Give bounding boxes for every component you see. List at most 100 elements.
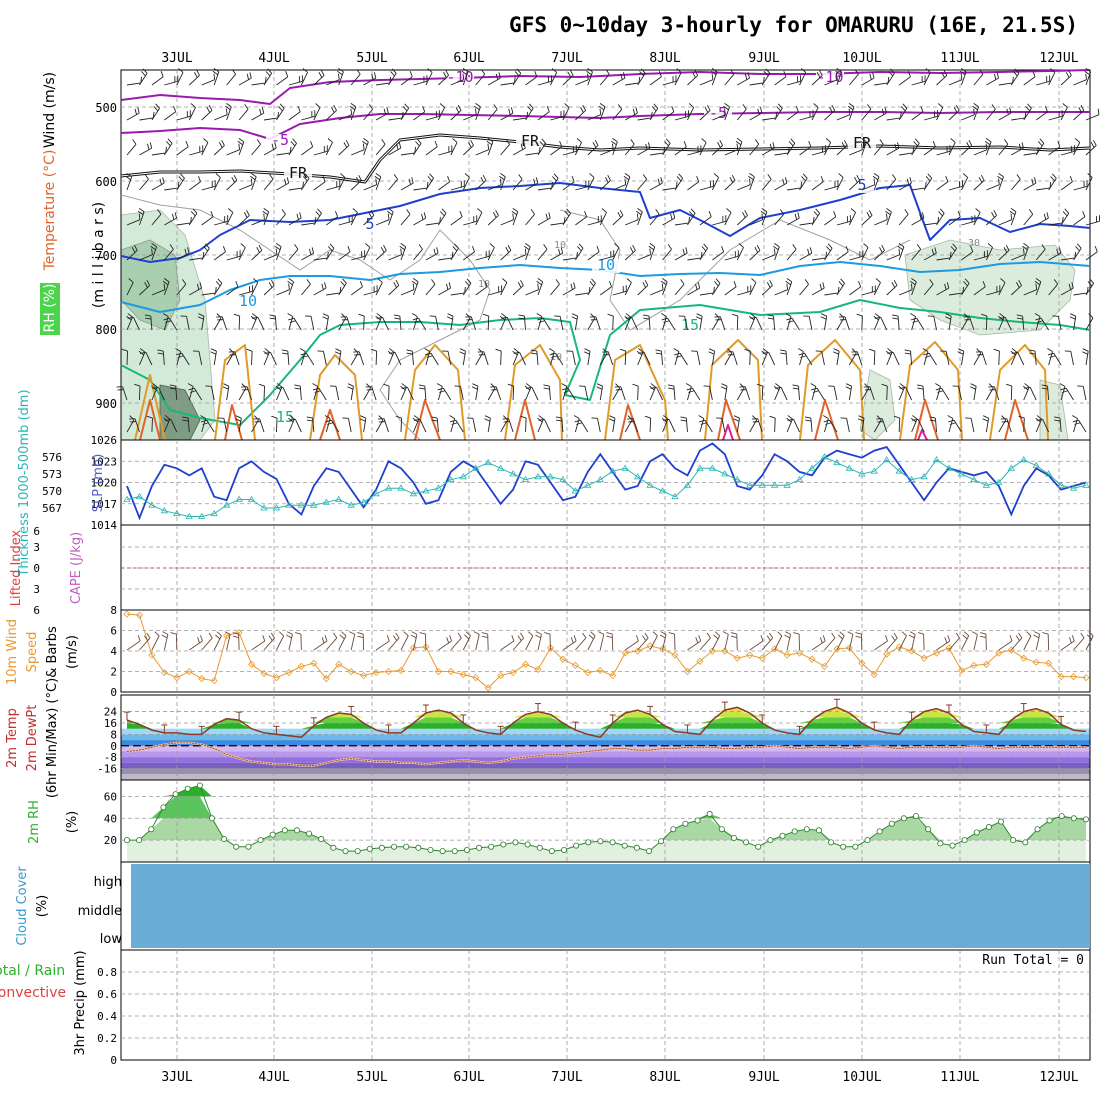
wind-barb — [721, 418, 726, 433]
rh-point — [1070, 815, 1077, 822]
wind-barb — [223, 418, 228, 433]
wind-barb — [998, 82, 1013, 86]
wind-barb-feather — [528, 103, 534, 109]
wind-barb — [724, 74, 735, 86]
wind-barb-feather — [779, 209, 785, 215]
pressure-tick-label: 500 — [95, 101, 117, 115]
wind-barb-feather — [224, 631, 231, 635]
wind-barb-feather — [200, 415, 206, 419]
wind-barb-feather — [345, 139, 350, 146]
wind-barb — [487, 215, 499, 226]
wind-barb-feather — [539, 141, 545, 147]
wind-barb-feather — [898, 248, 901, 255]
wind-barb-feather — [607, 313, 614, 317]
wind-barb-feather — [324, 415, 331, 419]
isotherm-line — [120, 299, 1091, 426]
wind-barb-feather — [872, 72, 875, 79]
wind-barb-feather — [650, 386, 657, 389]
thickness-point — [1032, 461, 1040, 468]
wind-barb-feather — [843, 139, 848, 146]
run-total-label: Run Total = 0 — [982, 953, 1084, 968]
wind-barb — [163, 143, 173, 156]
surface-wind-barb — [786, 634, 792, 651]
wind-barb — [187, 418, 190, 433]
wind-barb-feather — [541, 138, 547, 144]
wind-barb-feather — [701, 138, 707, 143]
thickness-point — [123, 495, 131, 502]
wind-barb-feather — [884, 107, 887, 114]
wind-barb-feather — [710, 70, 717, 76]
cape-axis-label: CAPE (J/kg) — [69, 532, 84, 604]
wind-barb-feather — [1010, 208, 1017, 213]
wind-barb — [425, 115, 440, 121]
wind-barb-feather — [160, 70, 164, 77]
wind-barb — [816, 387, 825, 401]
wind-barb — [150, 316, 153, 331]
wind-barb-feather — [433, 248, 436, 255]
wind-barb — [151, 214, 162, 226]
wind-barb — [620, 386, 626, 401]
wind-speed-point — [484, 684, 492, 692]
wind-barb-feather — [571, 313, 578, 317]
wind-barb-feather — [374, 175, 380, 181]
wind-barb-feather — [854, 69, 859, 75]
wind-barb-feather — [1015, 635, 1020, 641]
wind-barb-feather — [708, 351, 715, 355]
wind-barb — [1060, 150, 1075, 156]
wind-barb-feather — [636, 210, 642, 216]
wind-barb — [525, 76, 538, 86]
wind-barb — [685, 418, 688, 433]
wind-barb — [126, 219, 141, 226]
wind-barb-feather — [777, 103, 783, 109]
precip-tick-label: 0.2 — [97, 1032, 117, 1045]
wind-barb-feather — [210, 348, 217, 352]
contour-label-bg — [356, 218, 384, 232]
wind-barb-feather — [780, 352, 787, 355]
wind-barb-feather — [383, 244, 387, 251]
wind-barb — [462, 283, 472, 296]
wind-barb-feather — [144, 282, 148, 288]
wind-barb-feather — [1071, 282, 1074, 289]
top-day-label: 9JUL — [748, 51, 779, 66]
wind-barb-feather — [1023, 248, 1025, 255]
wind-barb-feather — [1044, 105, 1048, 112]
surface-wind-barb — [699, 637, 711, 651]
wind-barb — [849, 74, 859, 86]
wind-barb-feather — [431, 416, 438, 419]
thickness-point — [770, 481, 779, 488]
bottom-day-label: 11JUL — [940, 1070, 979, 1085]
wind-barb-feather — [314, 390, 321, 393]
wind-barb — [363, 290, 378, 296]
wind-barb — [861, 290, 876, 296]
wind-barb-feather — [520, 143, 524, 150]
wind-barb-feather — [507, 383, 514, 387]
wind-barb-feather — [773, 248, 776, 255]
wind-barb-feather — [288, 278, 294, 283]
wind-barb-feather — [598, 105, 605, 111]
wind-barb — [189, 150, 203, 156]
wind-barb-feather — [192, 208, 198, 214]
wind-barb — [488, 184, 502, 191]
wind-barb-feather — [991, 104, 996, 110]
wind-barb-feather — [449, 415, 455, 419]
wind-barb-feather — [237, 140, 243, 146]
wind-barb — [550, 115, 565, 121]
wind-barb-feather — [1024, 386, 1031, 389]
wind-barb — [350, 74, 361, 86]
wind-barb-feather — [180, 173, 185, 179]
wind-barb — [986, 215, 997, 226]
wind-barb-feather — [733, 280, 737, 287]
wind-barb-feather — [804, 279, 809, 285]
wind-barb-feather — [664, 141, 669, 147]
wind-barb-feather — [742, 212, 746, 218]
wind-barb-feather — [429, 173, 434, 179]
wind-barb-feather — [482, 174, 487, 181]
wind-barb-feather — [881, 244, 885, 251]
wind-barb-feather — [744, 209, 748, 216]
wind-barb — [799, 115, 814, 121]
rh-point — [852, 843, 859, 850]
wind-barb-feather — [373, 72, 377, 79]
wind-barb — [923, 284, 934, 296]
wind-barb — [288, 111, 301, 121]
